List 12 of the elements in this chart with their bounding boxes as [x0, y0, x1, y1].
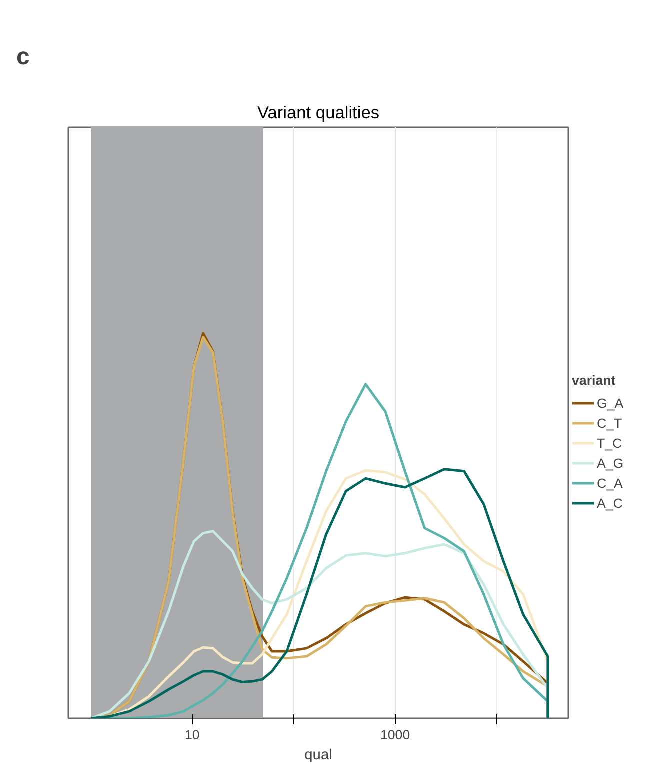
legend-label: A_C [597, 496, 624, 510]
legend-label: C_T [597, 416, 624, 430]
x-axis-title: qual [304, 748, 332, 764]
legend-label: A_G [597, 456, 625, 470]
x-tick-label: 1000 [380, 728, 410, 742]
x-tick-label: 10 [185, 728, 200, 742]
legend-title: variant [572, 373, 617, 388]
legend-label: C_A [597, 476, 624, 490]
legend-label: G_A [597, 396, 625, 410]
text: c [16, 44, 30, 70]
chart-title: Variant qualities [257, 102, 380, 122]
legend-label: T_C [597, 436, 624, 450]
